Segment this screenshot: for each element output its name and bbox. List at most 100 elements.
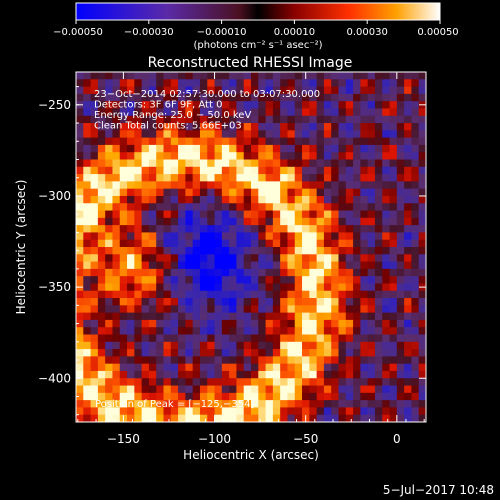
- heatmap-cell: [156, 349, 164, 357]
- heatmap-cell: [258, 290, 267, 299]
- heatmap-cell: [163, 72, 172, 80]
- heatmap-cell: [382, 312, 391, 321]
- heatmap-cell: [148, 159, 157, 168]
- heatmap-cell: [345, 217, 354, 226]
- heatmap-cell: [251, 203, 259, 212]
- heatmap-cell: [127, 283, 135, 292]
- heatmap-cell: [353, 195, 361, 204]
- heatmap-cell: [294, 239, 303, 248]
- peak-position-label: Position of Peak = [−125,−354]: [95, 399, 254, 410]
- heatmap-cell: [323, 130, 332, 139]
- heatmap-cell: [163, 144, 172, 153]
- heatmap-cell: [309, 349, 318, 357]
- heatmap-cell: [331, 385, 339, 394]
- heatmap-cell: [302, 319, 310, 328]
- heatmap-cell: [280, 181, 288, 190]
- heatmap-cell: [229, 334, 237, 343]
- heatmap-cell: [236, 115, 245, 124]
- heatmap-cell: [134, 283, 143, 292]
- heatmap-cell: [280, 363, 288, 372]
- heatmap-cell: [199, 356, 208, 365]
- heatmap-cell: [331, 378, 339, 387]
- heatmap-cell: [294, 115, 303, 124]
- heatmap-cell: [119, 217, 128, 226]
- heatmap-cell: [302, 378, 310, 387]
- heatmap-cell: [148, 166, 157, 175]
- heatmap-cell: [345, 174, 354, 182]
- heatmap-cell: [76, 392, 84, 401]
- heatmap-cell: [134, 290, 143, 299]
- heatmap-cell: [83, 356, 92, 365]
- heatmap-cell: [374, 349, 383, 357]
- heatmap-cell: [119, 93, 128, 102]
- heatmap-cell: [287, 392, 296, 401]
- heatmap-cell: [243, 268, 252, 277]
- heatmap-cell: [404, 312, 412, 321]
- heatmap-cell: [243, 407, 252, 416]
- heatmap-cell: [389, 72, 398, 80]
- heatmap-cell: [163, 130, 172, 139]
- heatmap-cell: [83, 414, 92, 422]
- heatmap-cell: [323, 93, 332, 102]
- heatmap-cell: [323, 115, 332, 124]
- heatmap-cell: [141, 101, 150, 109]
- heatmap-cell: [331, 217, 339, 226]
- heatmap-cell: [83, 334, 92, 343]
- heatmap-cell: [389, 341, 398, 350]
- heatmap-cell: [272, 72, 281, 80]
- heatmap-cell: [112, 341, 121, 350]
- heatmap-cell: [214, 356, 223, 365]
- heatmap-cell: [178, 101, 186, 109]
- heatmap-cell: [134, 305, 143, 314]
- heatmap-cell: [382, 327, 391, 335]
- heatmap-cell: [192, 79, 201, 88]
- heatmap-cell: [309, 407, 318, 416]
- heatmap-cell: [178, 407, 186, 416]
- heatmap-cell: [345, 86, 354, 95]
- heatmap-cell: [156, 144, 164, 153]
- heatmap-cell: [323, 341, 332, 350]
- heatmap-cell: [229, 72, 237, 80]
- heatmap-cell: [221, 79, 230, 88]
- heatmap-cell: [309, 79, 318, 88]
- heatmap-cell: [280, 188, 288, 197]
- heatmap-cell: [243, 203, 252, 212]
- heatmap-cell: [294, 232, 303, 241]
- heatmap-cell: [411, 217, 420, 226]
- heatmap-cell: [302, 166, 310, 175]
- heatmap-cell: [396, 79, 405, 88]
- heatmap-cell: [404, 254, 412, 263]
- heatmap-cell: [360, 378, 369, 387]
- heatmap-cell: [243, 254, 252, 263]
- heatmap-cell: [127, 195, 135, 204]
- heatmap-cell: [272, 174, 281, 182]
- heatmap-cell: [360, 298, 369, 306]
- heatmap-cell: [185, 276, 194, 284]
- heatmap-cell: [353, 268, 361, 277]
- heatmap-cell: [105, 159, 113, 168]
- heatmap-cell: [258, 349, 267, 357]
- heatmap-cell: [185, 268, 194, 277]
- heatmap-cell: [287, 327, 296, 335]
- heatmap-cell: [119, 407, 128, 416]
- heatmap-cell: [396, 93, 405, 102]
- heatmap-cell: [323, 370, 332, 379]
- heatmap-cell: [178, 130, 186, 139]
- heatmap-cell: [229, 363, 237, 372]
- heatmap-cell: [272, 312, 281, 321]
- heatmap-cell: [127, 312, 135, 321]
- heatmap-cell: [185, 298, 194, 306]
- heatmap-cell: [105, 247, 113, 255]
- heatmap-cell: [287, 385, 296, 394]
- heatmap-cell: [389, 144, 398, 153]
- heatmap-cell: [192, 174, 201, 182]
- heatmap-cell: [396, 254, 405, 263]
- heatmap-cell: [163, 152, 172, 160]
- heatmap-cell: [127, 225, 135, 233]
- heatmap-cell: [418, 137, 426, 146]
- heatmap-cell: [345, 378, 354, 387]
- heatmap-cell: [185, 370, 194, 379]
- heatmap-cell: [382, 144, 391, 153]
- heatmap-cell: [404, 283, 412, 292]
- heatmap-cell: [418, 276, 426, 284]
